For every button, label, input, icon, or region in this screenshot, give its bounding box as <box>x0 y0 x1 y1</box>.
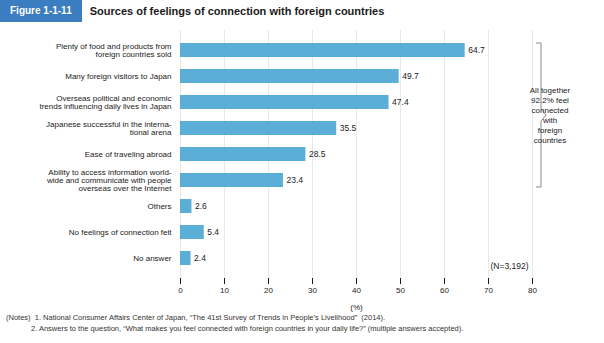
svg-text:Plenty of food and products fr: Plenty of food and products fromforeign … <box>56 42 172 59</box>
html-text:Figure 1-1-11: Figure 1-1-11 <box>10 5 72 16</box>
svg-text:Ease of traveling abroad: Ease of traveling abroad <box>85 150 172 159</box>
svg-text:2.4: 2.4 <box>194 253 206 263</box>
svg-text:Others: Others <box>147 202 171 211</box>
svg-text:Many foreign visitors to Japan: Many foreign visitors to Japan <box>65 72 171 81</box>
svg-text:28.5: 28.5 <box>309 149 326 159</box>
svg-text:23.4: 23.4 <box>286 175 303 185</box>
svg-text:10: 10 <box>220 286 229 295</box>
svg-text:20: 20 <box>264 286 273 295</box>
svg-text:(%): (%) <box>350 303 363 312</box>
svg-text:47.4: 47.4 <box>392 97 409 107</box>
svg-text:No answer: No answer <box>133 254 172 263</box>
svg-text:2.6: 2.6 <box>195 201 207 211</box>
svg-text:(N=3,192): (N=3,192) <box>490 261 528 271</box>
svg-text:80: 80 <box>528 286 537 295</box>
svg-text:Ability to access information: Ability to access information world-wide… <box>46 168 172 193</box>
svg-text:Overseas political and economi: Overseas political and economictrends in… <box>39 94 171 111</box>
html-text:2. Answers to the question, “W: 2. Answers to the question, “What makes … <box>6 324 464 333</box>
svg-text:No feelings of connection felt: No feelings of connection felt <box>69 228 173 237</box>
html-text:(Notes) 1. National Consumer A: (Notes) 1. National Consumer Affairs Cen… <box>6 313 386 322</box>
svg-text:40: 40 <box>352 286 361 295</box>
svg-text:0: 0 <box>178 286 183 295</box>
svg-text:35.5: 35.5 <box>340 123 357 133</box>
svg-text:5.4: 5.4 <box>207 227 219 237</box>
svg-text:50: 50 <box>396 286 405 295</box>
svg-text:All together92.2% feelconnecte: All together92.2% feelconnectedwithforei… <box>530 86 571 145</box>
html-text:Sources of feelings of connect: Sources of feelings of connection with f… <box>89 5 385 17</box>
svg-text:70: 70 <box>484 286 493 295</box>
svg-text:64.7: 64.7 <box>468 45 485 55</box>
svg-text:49.7: 49.7 <box>402 71 419 81</box>
svg-text:30: 30 <box>308 286 317 295</box>
svg-text:Japanese successful in the int: Japanese successful in the interna-tiona… <box>46 120 172 137</box>
svg-text:60: 60 <box>440 286 449 295</box>
